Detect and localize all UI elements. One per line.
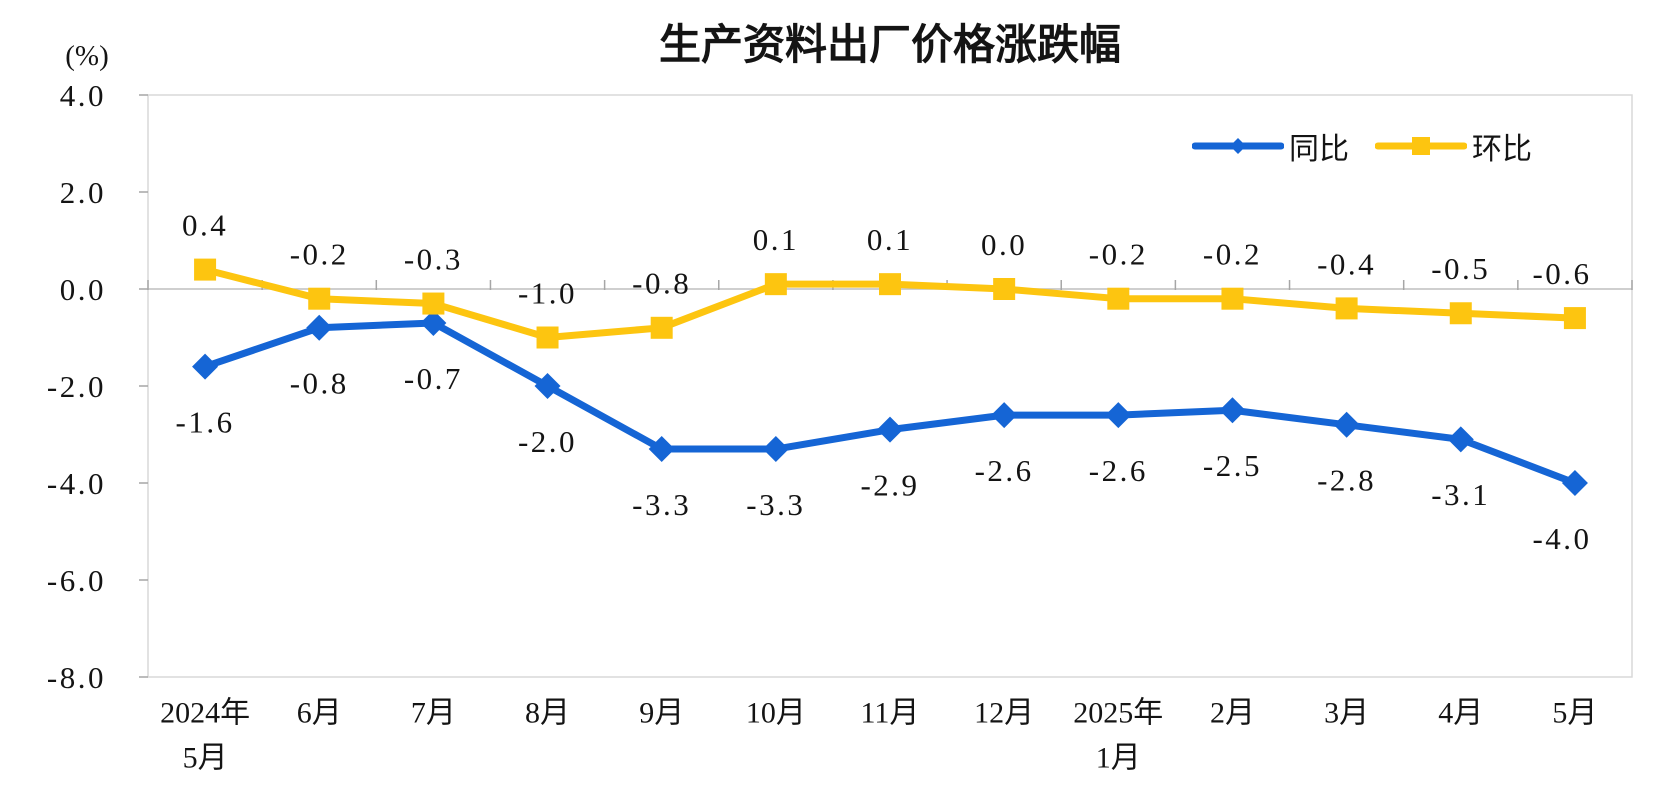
data-label-mom: -0.6 bbox=[1532, 256, 1591, 291]
data-label-mom: 0.4 bbox=[182, 207, 228, 242]
x-tick-label: 2025年 bbox=[1073, 697, 1163, 730]
y-axis-unit-label: (%) bbox=[65, 40, 109, 72]
data-label-mom: -0.8 bbox=[632, 266, 691, 301]
data-point-marker-mom bbox=[308, 287, 331, 310]
x-tick-label: 7月 bbox=[411, 697, 456, 730]
x-tick-label: 6月 bbox=[297, 697, 342, 730]
data-label-yoy: -2.5 bbox=[1203, 448, 1262, 483]
data-point-marker-mom bbox=[764, 273, 787, 296]
data-point-marker-mom bbox=[879, 273, 901, 296]
y-tick-label: -4.0 bbox=[47, 466, 106, 501]
series-line-yoy bbox=[201, 319, 1579, 487]
data-label-yoy: -3.3 bbox=[632, 487, 691, 522]
data-point-marker-mom bbox=[650, 316, 673, 339]
data-label-yoy: -0.8 bbox=[290, 366, 349, 401]
x-tick-label: 1月 bbox=[1096, 742, 1141, 775]
legend-label-mom: 环比 bbox=[1472, 133, 1532, 166]
legend: 同比 环比 bbox=[1192, 124, 1532, 168]
data-point-marker-yoy bbox=[1447, 426, 1474, 453]
data-label-yoy: -0.7 bbox=[404, 361, 463, 396]
mom-line-swatch bbox=[1375, 137, 1467, 155]
data-label-yoy: -3.3 bbox=[746, 487, 805, 522]
data-point-marker-yoy bbox=[991, 402, 1018, 429]
data-point-marker-mom bbox=[422, 292, 445, 315]
data-label-yoy: -2.6 bbox=[1089, 453, 1148, 488]
x-tick-label: 8月 bbox=[525, 697, 570, 730]
y-tick-label: 0.0 bbox=[60, 272, 106, 307]
legend-swatch-shape bbox=[1230, 138, 1246, 154]
data-point-marker-mom bbox=[1449, 302, 1472, 325]
plot-border bbox=[147, 94, 1633, 678]
x-tick-label: 12月 bbox=[974, 697, 1034, 730]
data-point-marker-yoy bbox=[762, 436, 789, 463]
data-label-yoy: -3.1 bbox=[1431, 477, 1490, 512]
data-point-marker-yoy bbox=[1105, 402, 1132, 429]
legend-label-yoy: 同比 bbox=[1289, 133, 1349, 166]
x-tick-label: 10月 bbox=[746, 697, 806, 730]
x-tick-label: 5月 bbox=[183, 742, 228, 775]
data-point-marker-mom bbox=[1221, 287, 1244, 310]
data-label-yoy: -2.9 bbox=[860, 468, 919, 503]
data-label-yoy: -1.6 bbox=[176, 404, 235, 439]
data-point-marker-yoy bbox=[306, 314, 333, 341]
data-point-marker-yoy bbox=[648, 436, 675, 463]
data-label-mom: -1.0 bbox=[518, 275, 577, 310]
legend-swatch-shape bbox=[1412, 137, 1430, 155]
data-label-mom: -0.2 bbox=[1203, 237, 1262, 272]
x-tick-label: 9月 bbox=[639, 697, 684, 730]
data-label-yoy: -4.0 bbox=[1532, 521, 1591, 556]
data-label-yoy: -2.0 bbox=[518, 424, 577, 459]
data-point-marker-mom bbox=[993, 278, 1016, 300]
data-point-marker-yoy bbox=[420, 309, 447, 336]
data-point-marker-mom bbox=[1335, 297, 1358, 320]
legend-item-yoy: 同比 bbox=[1192, 124, 1349, 168]
data-point-marker-yoy bbox=[192, 353, 219, 380]
x-tick-label: 5月 bbox=[1552, 697, 1597, 730]
y-tick-label: -2.0 bbox=[47, 369, 106, 404]
data-label-mom: 0.0 bbox=[981, 227, 1027, 262]
data-point-marker-mom bbox=[1107, 287, 1130, 310]
data-point-marker-mom bbox=[194, 258, 217, 281]
x-tick-label: 11月 bbox=[861, 697, 920, 730]
legend-item-mom: 环比 bbox=[1375, 124, 1532, 168]
data-label-mom: -0.2 bbox=[290, 237, 349, 272]
data-point-marker-mom bbox=[536, 326, 559, 349]
data-point-marker-mom bbox=[1563, 307, 1586, 330]
data-label-mom: -0.4 bbox=[1317, 246, 1376, 281]
data-label-yoy: -2.6 bbox=[975, 453, 1034, 488]
data-label-mom: -0.3 bbox=[404, 241, 463, 276]
y-tick-label: -6.0 bbox=[47, 563, 106, 598]
y-tick-label: -8.0 bbox=[47, 660, 106, 695]
y-tick-label: 4.0 bbox=[60, 78, 106, 113]
data-point-marker-yoy bbox=[1561, 470, 1588, 496]
data-point-marker-yoy bbox=[534, 373, 561, 399]
x-tick-label: 3月 bbox=[1324, 697, 1369, 730]
y-tick-label: 2.0 bbox=[60, 175, 106, 210]
x-tick-label: 4月 bbox=[1438, 697, 1483, 730]
data-label-mom: 0.1 bbox=[867, 222, 913, 257]
data-label-mom: 0.1 bbox=[753, 222, 799, 257]
data-point-marker-yoy bbox=[877, 416, 903, 443]
data-label-mom: -0.5 bbox=[1431, 251, 1490, 286]
yoy-line-swatch bbox=[1192, 138, 1284, 154]
data-point-marker-yoy bbox=[1333, 411, 1360, 438]
chart-title: 生产资料出厂价格涨跌幅 bbox=[658, 21, 1121, 68]
data-label-mom: -0.2 bbox=[1089, 237, 1148, 272]
x-tick-label: 2024年 bbox=[160, 697, 250, 730]
data-point-marker-yoy bbox=[1219, 397, 1246, 424]
x-tick-label: 2月 bbox=[1210, 697, 1255, 730]
data-label-yoy: -2.8 bbox=[1317, 463, 1376, 498]
